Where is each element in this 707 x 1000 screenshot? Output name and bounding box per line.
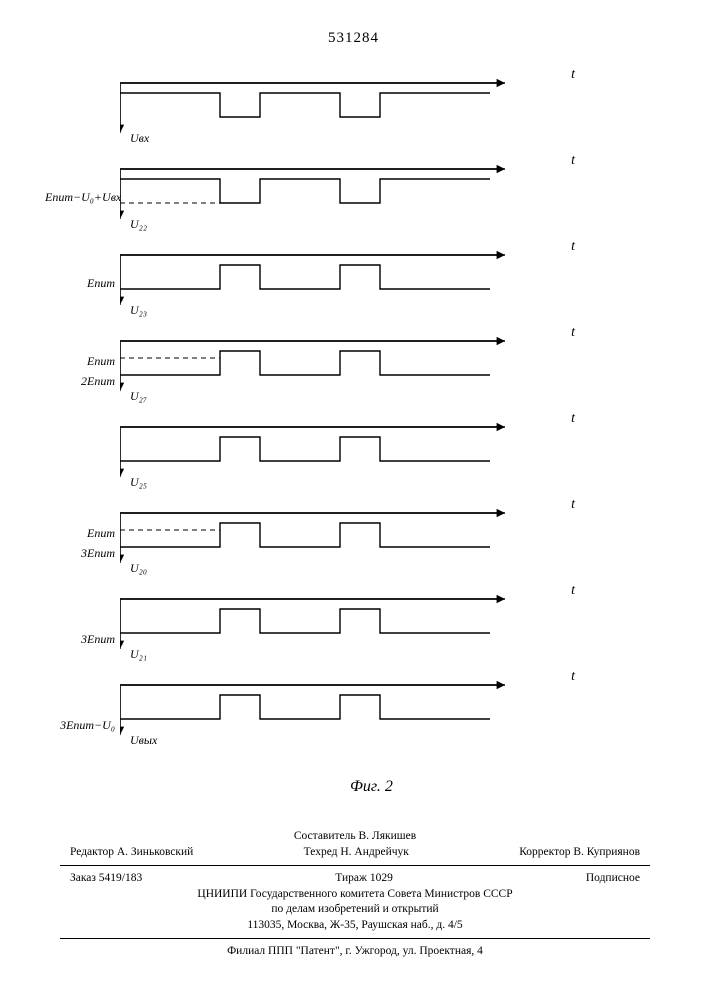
signal-label: U₂₀ <box>130 561 147 576</box>
t-axis-label: t <box>571 153 575 169</box>
footer-corrector: Корректор В. Куприянов <box>519 845 640 861</box>
doc-number: 531284 <box>0 30 707 47</box>
t-axis-label: t <box>571 67 575 83</box>
t-axis-label: t <box>571 497 575 513</box>
signal-label: U₂₃ <box>130 303 147 318</box>
t-axis-label: t <box>571 239 575 255</box>
footer-org: ЦНИИПИ Государственного комитета Совета … <box>60 887 650 903</box>
waveform-row: tUвх <box>120 75 570 155</box>
t-axis-label: t <box>571 325 575 341</box>
footer-subscription: Подписное <box>586 871 640 887</box>
y-axis-label: Eпит−U₀+Uвх <box>45 191 115 204</box>
y-axis-label: 2Eпит <box>45 375 115 388</box>
waveform-row: 3EпитtU₂₁ <box>120 591 570 671</box>
y-axis-label: 3Eпит−U₀ <box>45 719 115 732</box>
waveform-svg <box>120 591 510 661</box>
waveform-svg <box>120 75 510 145</box>
figure-caption: Фиг. 2 <box>350 778 393 796</box>
waveform-row: Eпит3EпитtU₂₀ <box>120 505 570 585</box>
waveform-svg <box>120 333 510 403</box>
waveform-row: Eпит2EпитtU₂₇ <box>120 333 570 413</box>
signal-label: U₂₁ <box>130 647 147 662</box>
y-axis-label: Eпит <box>45 527 115 540</box>
waveform-svg <box>120 247 510 317</box>
footer-tirage: Тираж 1029 <box>335 871 393 887</box>
signal-label: Uвх <box>130 131 149 146</box>
signal-label: Uвых <box>130 733 157 748</box>
waveform-row: EпитtU₂₃ <box>120 247 570 327</box>
footer-order: Заказ 5419/183 <box>70 871 142 887</box>
footer-compiler: Составитель В. Лякишев <box>60 829 650 845</box>
t-axis-label: t <box>571 411 575 427</box>
footer-credits-row: Редактор А. Зиньковский Техред Н. Андрей… <box>60 845 650 861</box>
waveform-svg <box>120 161 510 231</box>
waveform-svg <box>120 419 510 489</box>
footer-branch: Филиал ППП "Патент", г. Ужгород, ул. Про… <box>60 944 650 960</box>
signal-label: U₂₂ <box>130 217 147 232</box>
timing-diagram: tUвхEпит−U₀+UвхtU₂₂EпитtU₂₃Eпит2EпитtU₂₇… <box>120 75 570 763</box>
footer-rule-2 <box>60 938 650 939</box>
footer-dept: по делам изобретений и открытий <box>60 902 650 918</box>
y-axis-label: Eпит <box>45 277 115 290</box>
footer-techred: Техред Н. Андрейчук <box>304 845 409 861</box>
footer-editor: Редактор А. Зиньковский <box>70 845 193 861</box>
y-axis-label: 3Eпит <box>45 547 115 560</box>
waveform-row: tU₂₅ <box>120 419 570 499</box>
waveform-svg <box>120 677 510 747</box>
waveform-row: 3Eпит−U₀tUвых <box>120 677 570 757</box>
signal-label: U₂₅ <box>130 475 147 490</box>
signal-label: U₂₇ <box>130 389 147 404</box>
y-axis-label: Eпит <box>45 355 115 368</box>
y-axis-label: 3Eпит <box>45 633 115 646</box>
footer-print-row: Заказ 5419/183 Тираж 1029 Подписное <box>60 871 650 887</box>
t-axis-label: t <box>571 583 575 599</box>
waveform-row: Eпит−U₀+UвхtU₂₂ <box>120 161 570 241</box>
footer-rule-1 <box>60 865 650 866</box>
footer-address: 113035, Москва, Ж-35, Раушская наб., д. … <box>60 918 650 934</box>
t-axis-label: t <box>571 669 575 685</box>
waveform-svg <box>120 505 510 575</box>
footer-block: Составитель В. Лякишев Редактор А. Зиньк… <box>60 829 650 960</box>
page: 531284 tUвхEпит−U₀+UвхtU₂₂EпитtU₂₃Eпит2E… <box>0 0 707 1000</box>
